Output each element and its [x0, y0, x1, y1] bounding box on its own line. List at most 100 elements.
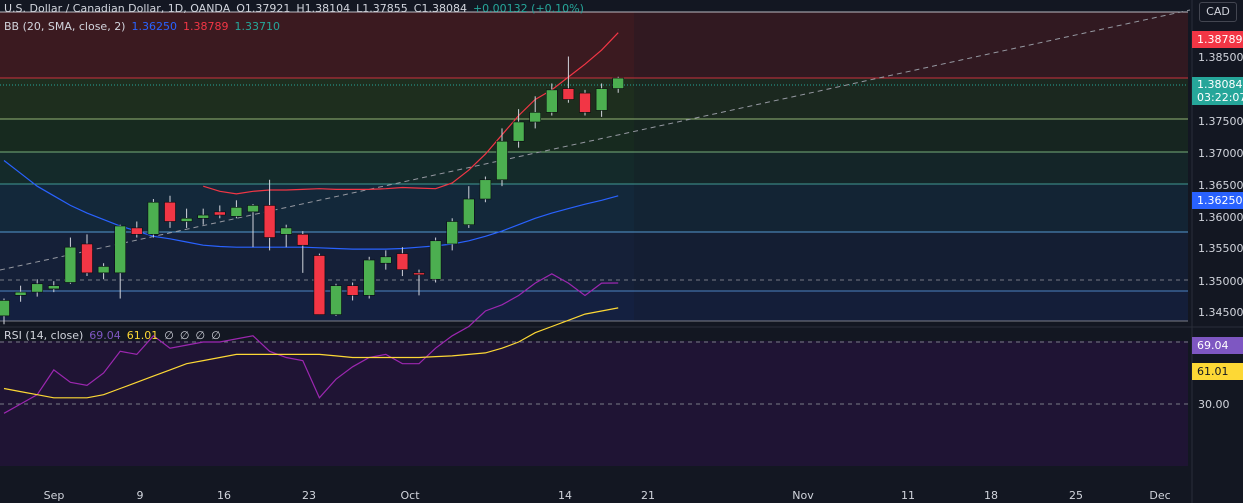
candle-body: [413, 272, 425, 276]
candle-0[interactable]: [0, 298, 10, 325]
candle-35[interactable]: [579, 89, 591, 116]
price-tick-2: 1.37000: [1198, 147, 1243, 160]
rsi-pane: [3, 273, 619, 414]
candle-body: [595, 88, 608, 111]
bb-label[interactable]: BB (20, SMA, close, 2): [4, 20, 126, 33]
candle-body: [429, 240, 442, 280]
candle-15[interactable]: [247, 204, 259, 248]
basis-tag: 1.36250: [1192, 192, 1243, 209]
candle-9[interactable]: [147, 199, 160, 238]
time-tick-9: 18: [984, 489, 998, 502]
candle-27[interactable]: [446, 218, 459, 251]
candle-13[interactable]: [214, 205, 226, 219]
candle-17[interactable]: [280, 224, 293, 248]
ohlc-high: H1.38104: [296, 2, 351, 15]
candle-14[interactable]: [230, 200, 243, 219]
candle-36[interactable]: [595, 83, 608, 117]
time-tick-8: 11: [901, 489, 915, 502]
candle-body: [545, 89, 558, 113]
rsi-ma-line: [3, 307, 619, 399]
symbol-legend[interactable]: U.S. Dollar / Canadian Dollar, 1D, OANDA…: [4, 2, 584, 16]
candle-34[interactable]: [562, 56, 575, 103]
candle-5[interactable]: [81, 234, 93, 277]
time-tick-6: 21: [641, 489, 655, 502]
candle-20[interactable]: [330, 283, 342, 316]
candle-body: [0, 300, 10, 317]
candle-8[interactable]: [131, 221, 143, 238]
candle-37[interactable]: [612, 76, 625, 93]
price-level-lines: [0, 11, 1243, 405]
candle-body: [64, 246, 77, 283]
rsi-extra-1: ∅: [164, 329, 174, 342]
price-band-backgrounds: [0, 12, 1188, 466]
candle-30[interactable]: [496, 128, 508, 187]
candle-16[interactable]: [263, 179, 276, 251]
candle-body: [479, 179, 492, 200]
candle-body: [346, 285, 359, 296]
candle-2[interactable]: [31, 279, 44, 297]
candle-body: [296, 234, 309, 246]
candle-3[interactable]: [47, 281, 60, 293]
rsi-extra-2: ∅: [179, 329, 190, 342]
candle-24[interactable]: [396, 247, 409, 277]
candle-body: [330, 285, 342, 315]
candle-1[interactable]: [14, 285, 27, 302]
candle-body: [612, 77, 625, 89]
candle-body: [147, 201, 160, 235]
candle-body: [280, 227, 293, 235]
candle-body: [81, 243, 93, 274]
time-tick-7: Nov: [792, 489, 814, 502]
candle-29[interactable]: [479, 176, 492, 203]
price-tick-1: 1.37500: [1198, 115, 1243, 128]
candle-body: [313, 255, 326, 315]
candle-28[interactable]: [462, 186, 475, 228]
rsi-legend[interactable]: RSI (14, close) 69.04 61.01 ∅ ∅ ∅ ∅: [4, 329, 221, 343]
candle-11[interactable]: [180, 208, 193, 228]
symbol-title[interactable]: U.S. Dollar / Canadian Dollar, 1D, OANDA: [4, 2, 231, 15]
bb-legend[interactable]: BB (20, SMA, close, 2) 1.36250 1.38789 1…: [4, 20, 280, 34]
candlestick-series[interactable]: [0, 56, 625, 325]
candle-26[interactable]: [429, 237, 442, 283]
price-tick-0: 1.38500: [1198, 51, 1243, 64]
price-tick-5: 1.35500: [1198, 242, 1243, 255]
bar-countdown: 03:22:07: [1197, 91, 1243, 104]
candle-32[interactable]: [529, 96, 542, 129]
candle-12[interactable]: [197, 208, 209, 225]
price-zone-0: [0, 12, 1188, 78]
ohlc-close: C1.38084: [413, 2, 467, 15]
candle-23[interactable]: [379, 250, 392, 270]
candle-10[interactable]: [164, 195, 176, 228]
currency-button[interactable]: CAD: [1199, 2, 1237, 22]
time-tick-1: 9: [137, 489, 144, 502]
bb-lower-value: 1.33710: [234, 20, 280, 33]
candle-body: [512, 121, 525, 142]
upper-band-tag: 1.38789: [1192, 31, 1243, 48]
price-zone-2: [0, 119, 1188, 152]
candle-18[interactable]: [296, 231, 309, 273]
candle-7[interactable]: [114, 224, 126, 299]
rsi-tick-2: 30.00: [1198, 398, 1230, 411]
candle-body: [31, 283, 44, 293]
candle-4[interactable]: [64, 237, 77, 284]
candle-body: [446, 221, 459, 245]
candle-body: [214, 211, 226, 216]
candle-22[interactable]: [363, 256, 376, 299]
candle-25[interactable]: [413, 269, 425, 296]
candle-21[interactable]: [346, 282, 359, 301]
time-tick-0: Sep: [44, 489, 65, 502]
candle-31[interactable]: [512, 109, 525, 148]
ohlc-open: O1.37921: [236, 2, 291, 15]
rsi-ma-tag: 61.01: [1192, 363, 1243, 380]
candle-6[interactable]: [97, 263, 110, 280]
price-change: +0.00132 (+0.10%): [472, 2, 584, 15]
candle-body: [496, 140, 508, 181]
candle-33[interactable]: [545, 83, 558, 116]
bb-basis-line: [3, 160, 619, 250]
rsi-label[interactable]: RSI (14, close): [4, 329, 84, 342]
candle-19[interactable]: [313, 253, 326, 315]
price-tick-6: 1.35000: [1198, 275, 1243, 288]
candle-body: [164, 201, 176, 222]
price-zone-5: [0, 232, 1188, 291]
candle-body: [180, 217, 193, 222]
